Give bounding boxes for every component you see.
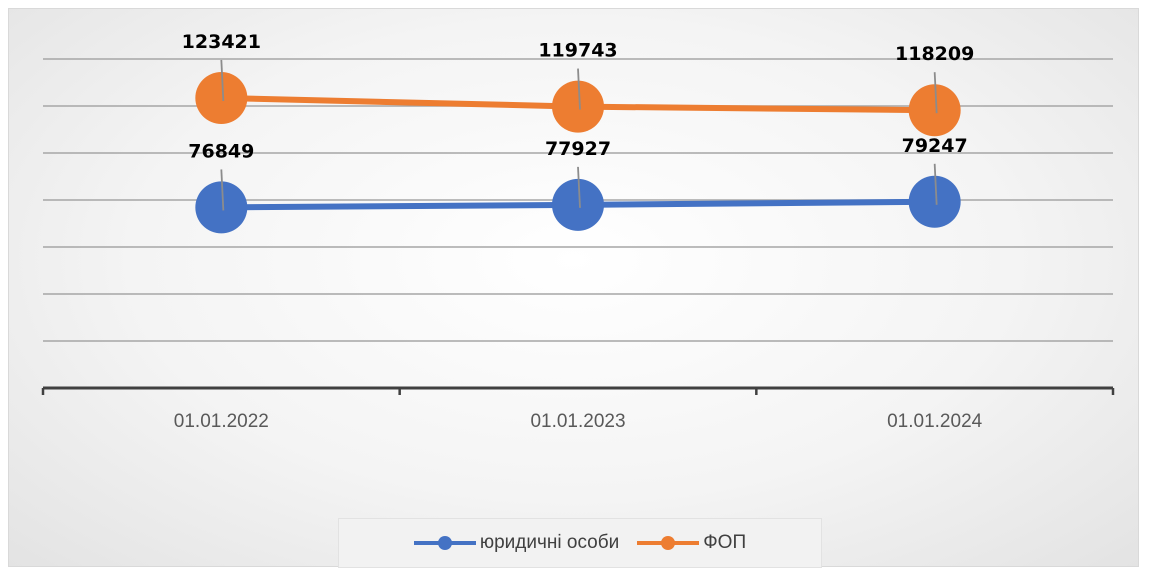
leader-line [220, 169, 225, 211]
data-label: 123421 [182, 31, 261, 53]
data-point[interactable] [195, 181, 248, 234]
legend-item-series-0[interactable]: юридичні особи [413, 532, 620, 554]
legend: юридичні особи ФОП [338, 518, 822, 568]
legend-swatch-series-0 [413, 536, 476, 550]
leader-line [577, 166, 581, 208]
x-axis: 01.01.2022 01.01.2023 01.01.2024 [41, 386, 1115, 432]
legend-label-series-1: ФОП [703, 532, 747, 553]
leader-line [933, 163, 938, 205]
legend-swatch-series-1 [637, 536, 700, 550]
data-point[interactable] [552, 178, 604, 231]
data-point[interactable] [908, 175, 961, 228]
leader-line [577, 68, 581, 110]
data-point[interactable] [552, 80, 604, 133]
leader-line [933, 72, 938, 114]
x-tick-label: 01.01.2023 [530, 411, 625, 432]
x-tick-label: 01.01.2022 [174, 411, 269, 432]
data-label: 77927 [545, 138, 611, 160]
data-label: 76849 [188, 140, 254, 162]
x-tick-label: 01.01.2024 [887, 411, 983, 432]
legend-marker-series-0 [437, 536, 452, 550]
data-point[interactable] [195, 71, 248, 124]
series-lines [195, 71, 961, 234]
leader-line [220, 59, 225, 102]
data-point[interactable] [908, 84, 961, 137]
legend-item-series-1[interactable]: ФОП [637, 532, 746, 554]
data-label: 119743 [538, 40, 617, 62]
data-labels: 76849 77927 79247 123421 119743 118209 [182, 31, 974, 211]
legend-marker-series-1 [661, 536, 676, 550]
legend-label-series-0: юридичні особи [479, 532, 620, 553]
data-label: 79247 [902, 135, 968, 157]
data-label: 118209 [895, 43, 974, 65]
